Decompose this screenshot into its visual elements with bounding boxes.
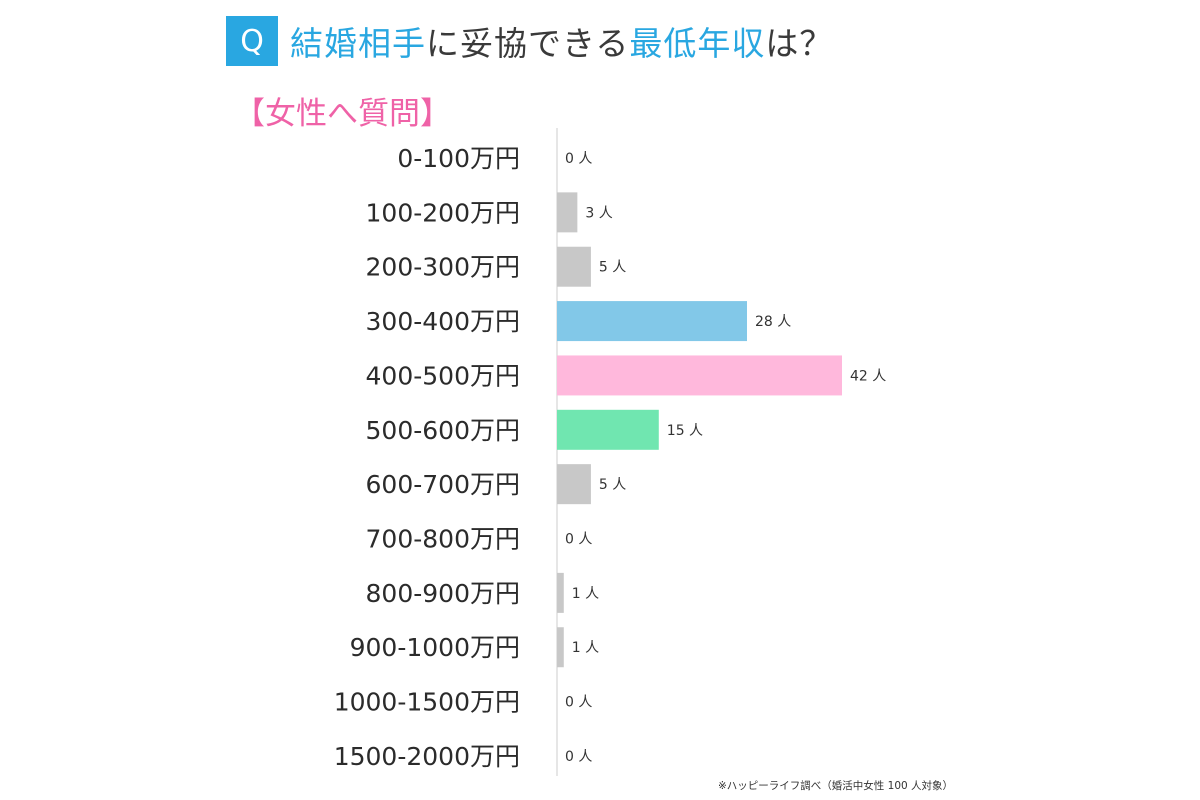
value-label: 1 人 — [572, 586, 599, 602]
category-label: 100-200万円 — [366, 198, 520, 227]
title-part-4: は？ — [765, 24, 834, 63]
value-label: 5 人 — [599, 477, 626, 493]
value-label: 42 人 — [850, 368, 886, 384]
value-label: 15 人 — [667, 423, 703, 439]
category-label: 800-900万円 — [366, 579, 520, 608]
value-label: 0 人 — [565, 151, 592, 167]
bar — [557, 464, 591, 505]
bar — [557, 409, 659, 450]
category-label: 700-800万円 — [366, 525, 520, 554]
source-footnote: ※ハッピーライフ調べ（婚活中女性 100 人対象） — [718, 780, 954, 792]
bar — [557, 246, 591, 287]
category-label: 400-500万円 — [366, 361, 520, 390]
page-title: 結婚相手に妥協できる最低年収は？ — [290, 17, 833, 65]
bar — [557, 355, 842, 396]
category-label: 1500-2000万円 — [334, 742, 520, 771]
category-label: 200-300万円 — [366, 253, 520, 282]
category-label: 300-400万円 — [366, 307, 520, 336]
value-label: 0 人 — [565, 695, 592, 711]
value-label: 0 人 — [565, 532, 592, 548]
category-label: 0-100万円 — [397, 144, 520, 173]
title-part-3: 最低年収 — [629, 24, 766, 63]
bar — [557, 572, 564, 613]
bar — [557, 192, 578, 233]
category-label: 900-1000万円 — [350, 633, 520, 662]
bar — [557, 627, 564, 668]
value-label: 28 人 — [755, 314, 791, 330]
title-part-1: 結婚相手 — [290, 24, 426, 63]
category-label: 1000-1500万円 — [334, 688, 520, 717]
q-badge: Q — [226, 16, 278, 66]
title-row: Q 結婚相手に妥協できる最低年収は？ — [226, 14, 833, 68]
bar — [557, 301, 747, 342]
category-label: 500-600万円 — [366, 416, 520, 445]
value-label: 5 人 — [599, 260, 626, 276]
value-label: 0 人 — [565, 749, 592, 765]
chart-subtitle: 【女性へ質問】 — [234, 96, 451, 132]
value-label: 1 人 — [572, 640, 599, 656]
title-part-2: に妥協できる — [426, 24, 630, 63]
category-label: 600-700万円 — [366, 470, 520, 499]
value-label: 3 人 — [585, 205, 612, 221]
